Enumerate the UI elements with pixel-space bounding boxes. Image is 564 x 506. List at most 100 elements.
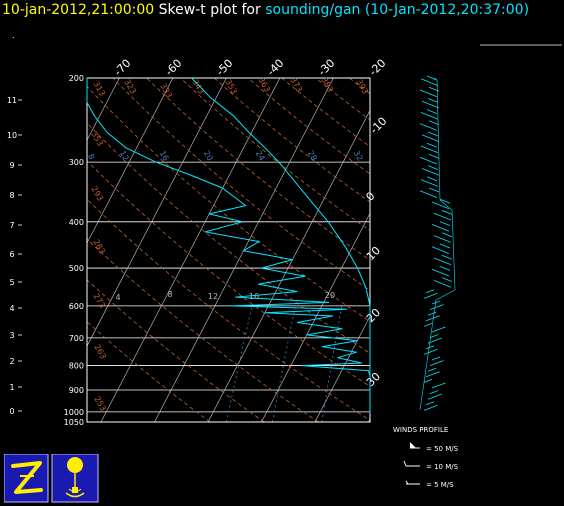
height-tick-label: 7 (9, 221, 14, 230)
isotherm (87, 78, 227, 347)
dry-adiabat-label: 273 (91, 292, 106, 310)
dry-adiabat-label: 313 (91, 80, 106, 98)
mixing-ratio-line (226, 305, 253, 422)
dewpoint-profile (86, 78, 371, 413)
isotherm (368, 418, 370, 422)
temperature-point (344, 245, 346, 247)
wind-barb (426, 75, 438, 81)
dewpoint-point (125, 147, 127, 149)
wind-barb (431, 246, 450, 254)
wind-barb (423, 323, 433, 327)
dewpoint-point (321, 346, 323, 347)
wind-barb (420, 145, 439, 154)
temp-tick-top: -70 (112, 57, 134, 79)
isotherm (476, 78, 564, 422)
dry-adiabat-label: 383 (319, 76, 334, 94)
mixing-ratio-label: 12 (118, 149, 131, 162)
temperature-point (191, 77, 193, 79)
wind-barb (425, 401, 435, 406)
wind-barb (427, 311, 437, 316)
mixing-ratio-label-low: 16 (249, 292, 259, 301)
height-tick-label: 0 (9, 407, 14, 416)
wind-barb (428, 154, 440, 159)
temperature-point (264, 147, 266, 149)
wind-barb (441, 254, 453, 260)
height-tick-label: 10 (7, 131, 17, 140)
dry-adiabat (112, 78, 370, 291)
wind-barb (426, 109, 438, 114)
mixing-ratio-label-low: 4 (115, 293, 120, 302)
dewpoint-point (332, 315, 334, 317)
title-text: Skew-t plot for (158, 2, 261, 18)
dewpoint-point (369, 380, 371, 381)
z-logo-icon (4, 454, 49, 503)
pressure-tick-label: 900 (69, 386, 84, 395)
barb-icon (403, 460, 407, 467)
height-tick-label: 4 (9, 304, 14, 313)
mixing-ratio-label: 16 (158, 149, 171, 162)
dewpoint-point (361, 362, 363, 364)
wind-barb (439, 198, 451, 204)
wind-barb (419, 190, 438, 198)
wind-barb (429, 334, 439, 338)
temperature-point (365, 287, 367, 289)
wind-barb (427, 98, 439, 103)
dry-adiabat (180, 78, 370, 232)
isotherm (87, 78, 174, 244)
wind-barb (431, 382, 446, 389)
wind-barb (433, 280, 452, 288)
mixing-ratio-line (494, 306, 503, 422)
pressure-tick-label: 400 (69, 218, 84, 227)
temp-tick-right: 10 (364, 244, 383, 263)
wind-barb (419, 89, 438, 98)
mixing-ratio-line (481, 306, 491, 422)
dry-adiabat (87, 238, 319, 422)
temp-tick-right: 30 (364, 370, 383, 389)
mixing-ratio-label-low: 12 (208, 292, 218, 301)
dry-adiabat-label: 253 (92, 395, 107, 413)
temp-tick-right: -10 (368, 115, 390, 137)
radiosonde-balloon-icon (51, 454, 99, 503)
height-tick-label: 5 (9, 278, 14, 287)
wind-barb (441, 210, 453, 215)
dry-adiabat (214, 78, 370, 203)
wind-barb (439, 221, 451, 226)
wind-barb (431, 201, 450, 210)
dewpoint-point (257, 283, 259, 285)
wind-barb (423, 379, 433, 383)
pressure-tick-label: 1050 (64, 418, 84, 427)
dewpoint-point (204, 231, 206, 233)
mixing-ratio-line (452, 306, 464, 422)
temperature-point (327, 221, 329, 223)
dry-adiabat (146, 78, 370, 261)
mixing-ratio-label: 32 (352, 149, 365, 162)
isotherm (529, 78, 564, 422)
mixing-ratio-label: 24 (254, 149, 267, 162)
dewpoint-point (155, 161, 157, 163)
wind-barb (423, 292, 438, 299)
wind-barb (421, 134, 440, 142)
temp-tick-top: -60 (163, 57, 185, 79)
dewpoint-point (369, 391, 371, 393)
wind-barb (427, 367, 437, 372)
dewpoint-point (356, 351, 357, 353)
temperature-point (369, 351, 371, 353)
dry-adiabat-label: 283 (91, 238, 106, 256)
dewpoint-point (94, 115, 95, 117)
pressure-tick-label: 700 (69, 334, 84, 343)
mixing-ratio-line (468, 306, 479, 422)
isotherm (100, 78, 281, 422)
dewpoint-point (230, 305, 232, 307)
temperature-point (369, 337, 371, 339)
wind-barb (420, 112, 439, 120)
dry-adiabat-label: 333 (158, 82, 173, 100)
isotherm (314, 315, 370, 422)
dry-adiabat-label: 393 (354, 78, 369, 96)
wind-barb (420, 78, 439, 86)
wind-barb (425, 289, 435, 294)
title-date: 10-jan-2012,21:00:00 (2, 2, 155, 18)
temperature-point (304, 193, 306, 195)
dewpoint-point (191, 175, 193, 176)
wind-barb (431, 356, 441, 361)
